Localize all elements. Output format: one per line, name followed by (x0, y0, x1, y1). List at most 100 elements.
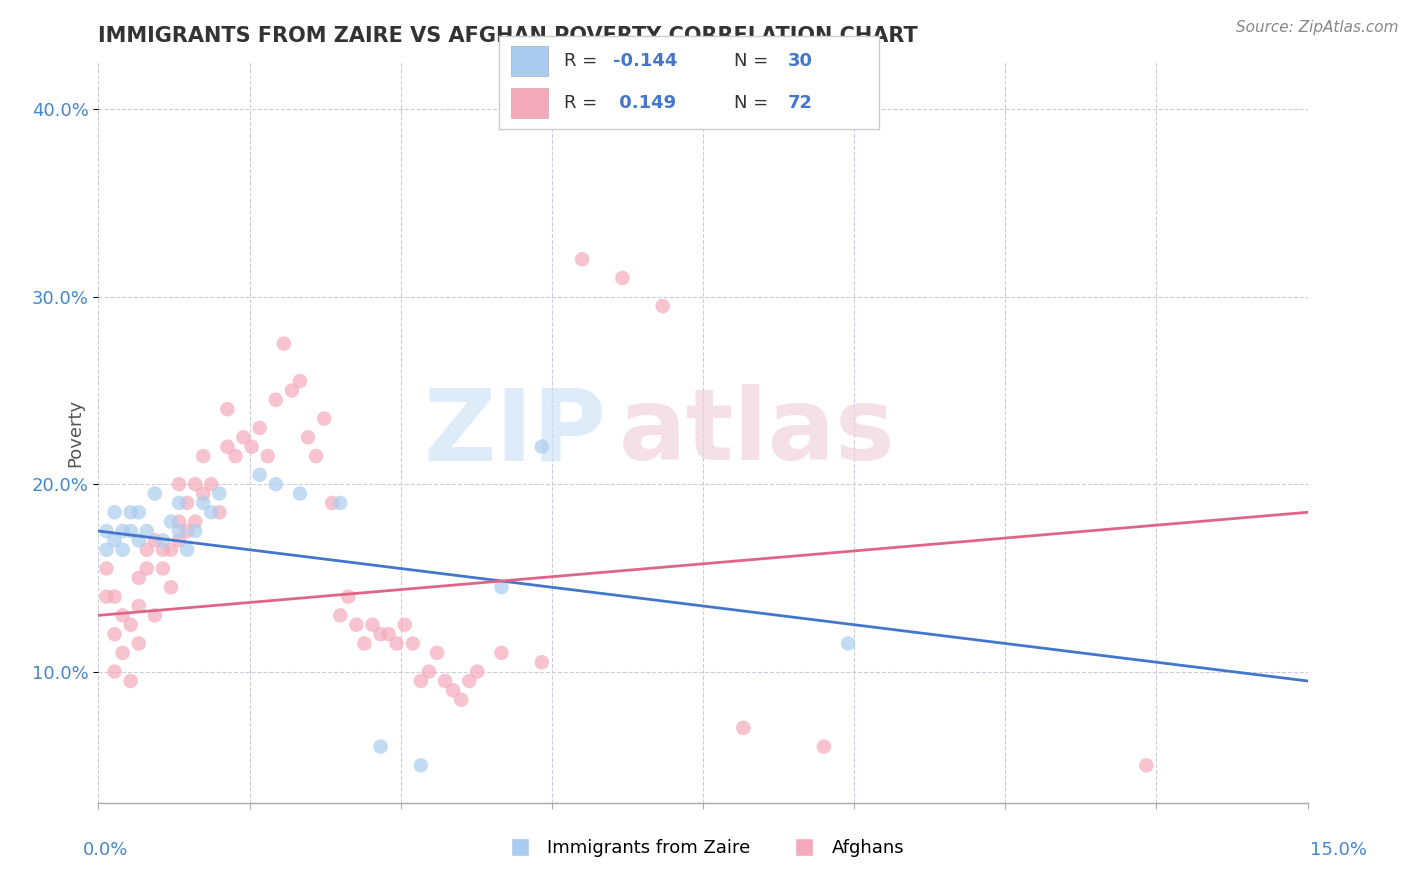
Point (288, 374, 311, 388)
Point (217, 440, 239, 454)
Point (128, 636, 150, 650)
Point (491, 646, 513, 660)
Point (418, 665, 440, 679)
Point (167, 524, 190, 538)
Point (370, 627, 392, 641)
Point (465, 665, 488, 679)
Point (135, 542, 157, 557)
Point (128, 533, 150, 548)
Point (377, 627, 399, 641)
Text: 0.149: 0.149 (613, 95, 676, 112)
Point (224, 449, 246, 463)
Text: Source: ZipAtlas.com: Source: ZipAtlas.com (1236, 20, 1399, 35)
Point (176, 542, 198, 557)
Point (217, 402, 239, 417)
Point (249, 421, 271, 435)
Point (111, 608, 134, 623)
Text: -0.144: -0.144 (613, 52, 678, 70)
Point (612, 271, 634, 285)
Text: N =: N = (734, 95, 775, 112)
Point (120, 673, 142, 688)
Text: 15.0%: 15.0% (1310, 840, 1367, 858)
Point (305, 449, 328, 463)
Point (491, 580, 513, 594)
Point (240, 440, 263, 454)
Legend: Immigrants from Zaire, Afghans: Immigrants from Zaire, Afghans (495, 831, 911, 864)
Point (103, 533, 125, 548)
Point (288, 486, 311, 500)
Text: N =: N = (734, 52, 775, 70)
Point (152, 561, 174, 575)
Point (571, 252, 593, 267)
Point (167, 477, 190, 491)
Point (135, 561, 157, 575)
Point (128, 571, 150, 585)
Point (160, 515, 183, 529)
Point (200, 477, 222, 491)
Point (733, 721, 755, 735)
Point (813, 739, 835, 754)
Point (120, 617, 142, 632)
Point (264, 477, 287, 491)
Point (394, 617, 416, 632)
Point (837, 636, 859, 650)
Point (329, 608, 352, 623)
Point (353, 636, 375, 650)
Y-axis label: Poverty: Poverty (66, 399, 84, 467)
Point (143, 486, 166, 500)
Point (152, 533, 174, 548)
Point (167, 515, 190, 529)
Point (530, 655, 553, 669)
Point (143, 533, 166, 548)
Point (232, 430, 254, 444)
Point (208, 486, 231, 500)
Point (297, 430, 319, 444)
Point (96, 542, 118, 557)
Point (458, 673, 481, 688)
Text: R =: R = (564, 52, 603, 70)
Point (193, 486, 215, 500)
Text: ZIP: ZIP (423, 384, 606, 481)
Point (370, 739, 392, 754)
Point (152, 542, 174, 557)
Point (135, 524, 157, 538)
Point (434, 673, 457, 688)
Text: 30: 30 (787, 52, 813, 70)
Point (337, 590, 360, 604)
Point (160, 580, 183, 594)
Text: IMMIGRANTS FROM ZAIRE VS AFGHAN POVERTY CORRELATION CHART: IMMIGRANTS FROM ZAIRE VS AFGHAN POVERTY … (98, 26, 918, 45)
Point (128, 505, 150, 519)
Point (184, 515, 207, 529)
Point (426, 646, 449, 660)
Point (111, 542, 134, 557)
Point (264, 392, 287, 407)
Point (176, 496, 198, 510)
Point (530, 440, 553, 454)
Point (111, 646, 134, 660)
Text: 0.0%: 0.0% (83, 840, 128, 858)
Point (651, 299, 673, 313)
Point (160, 542, 183, 557)
Point (96, 590, 118, 604)
Point (344, 617, 367, 632)
Point (103, 665, 125, 679)
Point (184, 524, 207, 538)
Point (402, 636, 425, 650)
FancyBboxPatch shape (510, 88, 548, 118)
Point (208, 505, 231, 519)
Point (200, 505, 222, 519)
Point (111, 524, 134, 538)
Point (409, 673, 432, 688)
Point (193, 449, 215, 463)
Point (321, 496, 343, 510)
Text: 72: 72 (787, 95, 813, 112)
Point (167, 533, 190, 548)
Point (281, 384, 304, 398)
FancyBboxPatch shape (510, 46, 548, 76)
Point (361, 617, 384, 632)
Point (184, 477, 207, 491)
Point (256, 449, 278, 463)
Text: atlas: atlas (619, 384, 896, 481)
Point (409, 758, 432, 772)
Point (167, 496, 190, 510)
